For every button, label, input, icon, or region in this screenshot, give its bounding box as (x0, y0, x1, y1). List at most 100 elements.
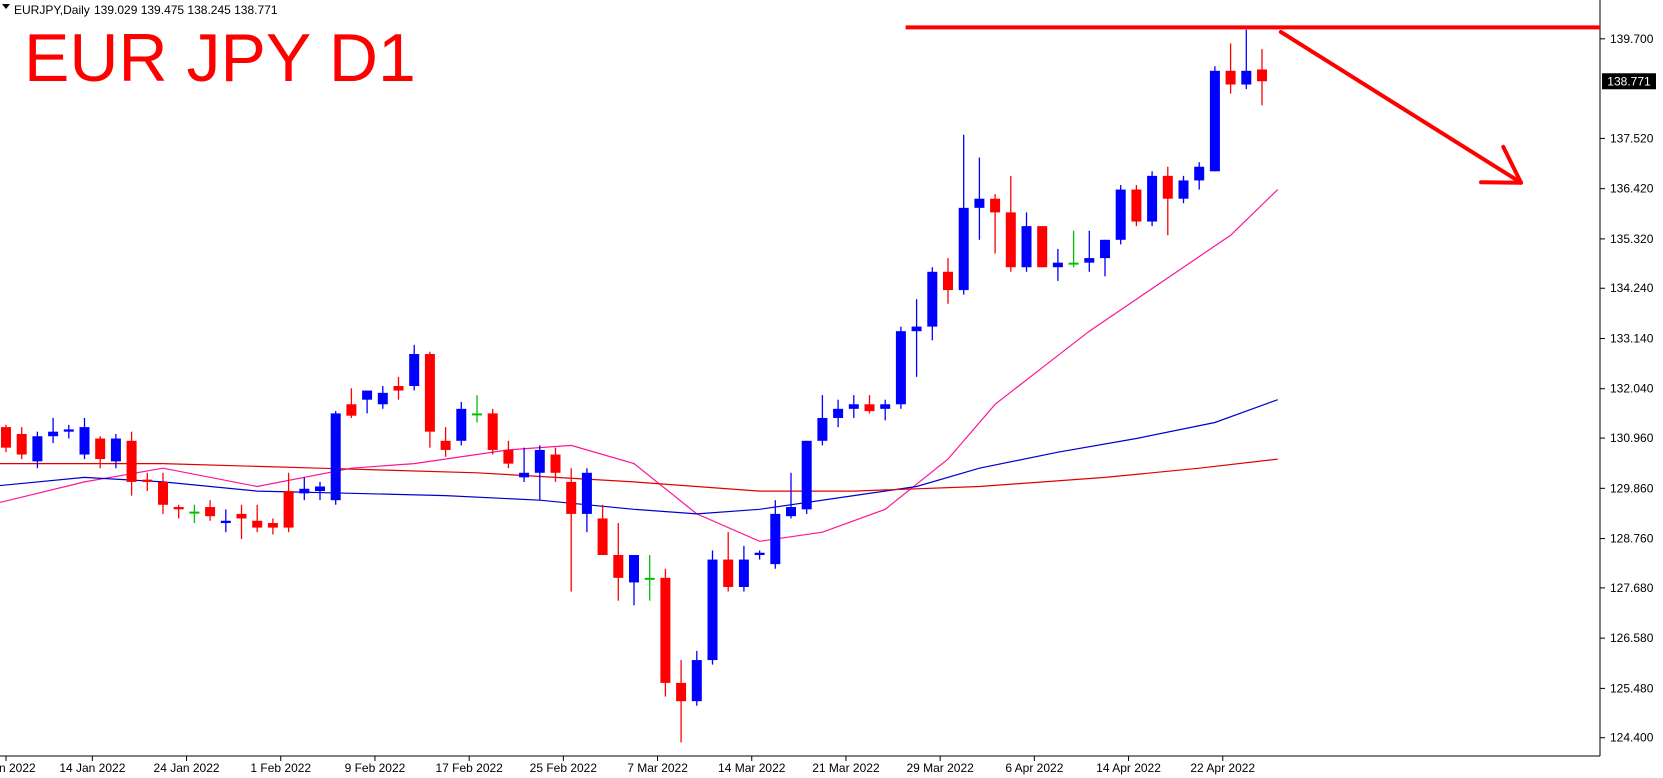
candle (629, 555, 639, 606)
candle (519, 447, 530, 482)
candle-body (786, 507, 796, 517)
candle-body (472, 413, 482, 416)
candle (1257, 49, 1267, 106)
candle (456, 401, 467, 446)
candle-body (252, 520, 263, 528)
candle-body (377, 392, 388, 405)
candle (63, 424, 74, 439)
candle-body (613, 555, 624, 578)
candle-body (927, 271, 938, 327)
candle-body (581, 472, 592, 514)
candle-body (911, 326, 922, 332)
time-tick-label: 9 Feb 2022 (345, 761, 406, 775)
annotations (905, 25, 1600, 185)
candle (770, 500, 781, 569)
candle (173, 504, 184, 519)
candle (393, 376, 404, 400)
candle (660, 568, 671, 697)
candle-body (754, 552, 765, 556)
chart-menu-triangle-icon[interactable] (2, 4, 10, 9)
candle (110, 433, 121, 469)
price-tick-label: 139.700 (1610, 32, 1654, 46)
candle (1, 424, 11, 453)
candle (676, 660, 687, 743)
candle (503, 440, 514, 469)
candle (550, 447, 561, 482)
candle (534, 445, 545, 501)
candle-body (456, 408, 467, 441)
down-arrow-head-icon (1479, 144, 1524, 185)
candle-body (1021, 226, 1032, 268)
candle-body (393, 385, 404, 391)
candle-body (205, 507, 216, 517)
candle-body (1068, 262, 1079, 265)
candle (440, 427, 451, 457)
candle (1225, 43, 1236, 94)
candle-body (1241, 70, 1252, 85)
price-tick-label: 125.480 (1610, 681, 1654, 695)
candle-body (48, 431, 59, 437)
candle (833, 399, 844, 428)
candle-body (958, 207, 969, 291)
candle (911, 299, 922, 377)
candle (738, 545, 749, 592)
price-tick-label: 126.580 (1610, 631, 1654, 645)
price-tick-label: 135.320 (1610, 232, 1654, 246)
time-tick-label: 1 Feb 2022 (250, 761, 311, 775)
candle (864, 395, 875, 414)
time-tick-label: 14 Jan 2022 (59, 761, 125, 775)
candle-body (346, 404, 357, 416)
candle-body (550, 454, 561, 473)
price-tick-label: 137.520 (1610, 131, 1654, 145)
time-tick-label: 22 Apr 2022 (1190, 761, 1255, 775)
candle (1162, 166, 1173, 236)
candle (346, 388, 357, 418)
time-tick-label: 14 Mar 2022 (718, 761, 786, 775)
candle-body (1005, 212, 1016, 268)
candle-body (864, 404, 875, 412)
candle (1100, 239, 1110, 277)
price-tick-label: 127.680 (1610, 581, 1654, 595)
candle (1021, 212, 1032, 272)
candle (377, 385, 388, 409)
candle-body (1100, 239, 1110, 259)
candle (1084, 230, 1095, 272)
candle (48, 417, 59, 444)
price-axis-ticks: 139.700 137.520 136.420 135.320 134.240 133.1… (1600, 32, 1654, 745)
candle (32, 431, 43, 469)
candle (236, 504, 247, 540)
candle-body (1084, 258, 1095, 263)
candle-body (220, 520, 231, 524)
candle (126, 431, 137, 496)
candle (691, 650, 702, 706)
candle-body (770, 513, 781, 565)
candle-body (534, 449, 545, 473)
candle-body (1178, 180, 1189, 199)
candle (424, 351, 435, 448)
time-tick-label: 29 Mar 2022 (906, 761, 974, 775)
candle-body (817, 417, 828, 441)
candle (848, 395, 859, 418)
candle-body (173, 507, 184, 510)
time-tick-label: 17 Feb 2022 (435, 761, 503, 775)
candle-body (1225, 70, 1236, 85)
candle (1052, 248, 1063, 281)
ma-slow-line (0, 458, 1278, 492)
candle-body (79, 427, 90, 455)
candle (79, 417, 90, 460)
candle (943, 258, 953, 304)
candle-body (126, 440, 137, 482)
candle-body (16, 433, 27, 455)
candle-body (943, 271, 953, 291)
candle (189, 504, 200, 524)
candle-body (424, 354, 435, 432)
candle (644, 555, 655, 601)
candle (613, 523, 624, 601)
candle-body (990, 198, 1001, 213)
candle (267, 518, 278, 535)
candle-body (1147, 175, 1158, 222)
candle-body (895, 331, 906, 405)
candle-body (644, 577, 655, 580)
